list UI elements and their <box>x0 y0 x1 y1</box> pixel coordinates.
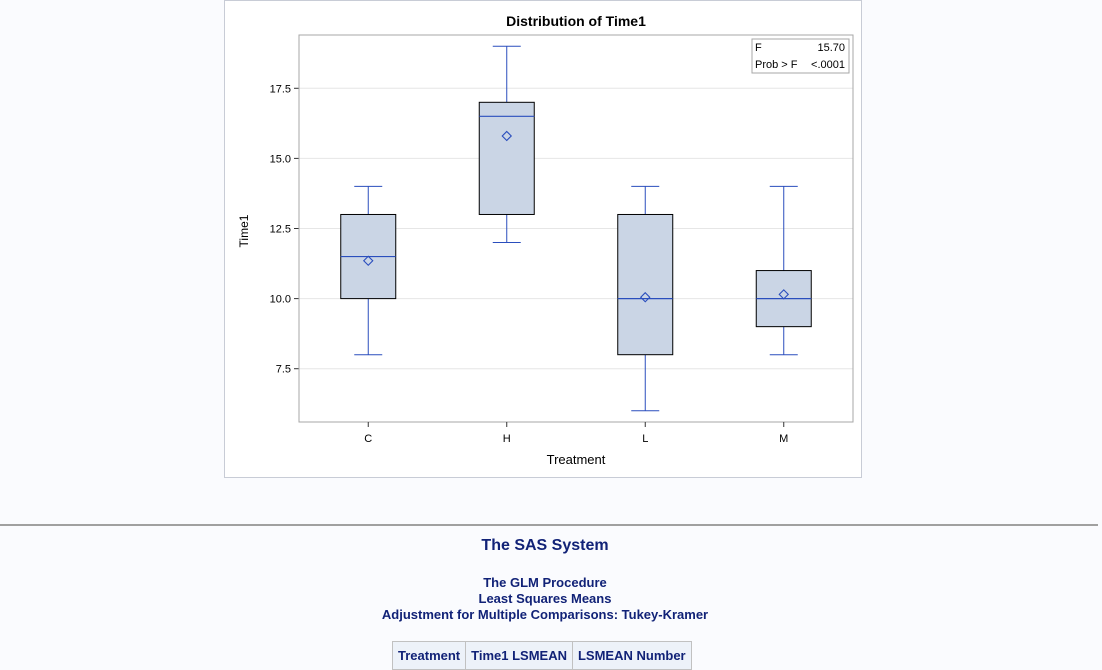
x-category-label: C <box>364 433 372 445</box>
section-divider <box>0 524 1098 526</box>
mean-marker <box>778 289 790 300</box>
plot-area-frame <box>298 34 854 423</box>
y-tick-label: 12.5 <box>270 224 291 236</box>
stat-f-label: F <box>755 42 762 54</box>
stat-f-value: 15.70 <box>817 42 845 54</box>
procedure-title: The GLM Procedure <box>483 575 607 590</box>
graph-frame: Distribution of Time1 7.5 10.0 12.5 15.0 17.… <box>224 0 862 478</box>
box-M <box>755 185 812 356</box>
lsmeans-table: Treatment Time1 LSMEAN LSMEAN Number <box>391 641 692 670</box>
y-tick-label: 10.0 <box>270 294 291 306</box>
chart-title: Distribution of Time1 <box>506 13 646 29</box>
x-category-label: M <box>779 433 788 445</box>
y-tick-label: 15.0 <box>270 153 291 165</box>
y-tick-label: 7.5 <box>276 364 291 376</box>
y-axis-title: Time1 <box>237 214 251 247</box>
stats-inset-box: F 15.70 Prob > F <.0001 <box>751 38 850 74</box>
y-axis-ticks: 7.5 10.0 12.5 15.0 17.5 <box>270 83 299 376</box>
mean-marker <box>362 255 374 267</box>
mean-marker <box>639 291 651 303</box>
boxplot-chart: Distribution of Time1 7.5 10.0 12.5 15.0 17.… <box>237 13 854 467</box>
header-treatment: Treatment <box>391 641 467 670</box>
x-category-label: H <box>503 433 511 445</box>
box-L <box>617 185 674 412</box>
box-C <box>340 185 397 356</box>
y-tick-label: 17.5 <box>270 83 291 95</box>
box-H <box>478 45 535 244</box>
mean-marker <box>501 130 513 142</box>
header-time1-lsmean: Time1 LSMEAN <box>465 641 573 670</box>
table-header-row: Treatment Time1 LSMEAN LSMEAN Number <box>391 641 692 670</box>
iqr-box <box>478 101 535 215</box>
x-category-label: L <box>642 433 648 445</box>
stat-p-value: <.0001 <box>811 59 845 71</box>
boxes <box>340 45 812 412</box>
system-title: The SAS System <box>481 537 609 554</box>
adjustment-title: Adjustment for Multiple Comparisons: Tuk… <box>381 607 709 622</box>
x-axis-title: Treatment <box>547 452 606 467</box>
lsmeans-title: Least Squares Means <box>478 591 612 606</box>
stat-p-label: Prob > F <box>755 59 798 71</box>
iqr-box <box>617 213 674 356</box>
header-lsmean-number: LSMEAN Number <box>571 641 692 670</box>
